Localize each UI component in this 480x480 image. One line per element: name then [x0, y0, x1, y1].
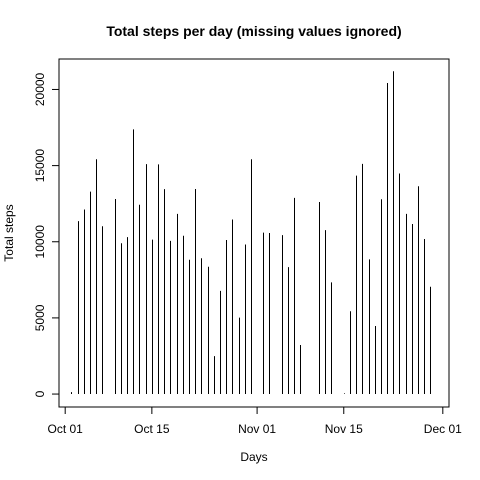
y-tick-label: 15000 — [33, 149, 47, 183]
x-axis-label: Days — [240, 450, 267, 464]
y-axis-label: Total steps — [2, 204, 16, 261]
x-tick-label: Dec 01 — [424, 422, 462, 436]
y-axis: 0 5000 10000 15000 20000 — [33, 72, 60, 397]
x-tick-label: Nov 15 — [325, 422, 363, 436]
chart-title: Total steps per day (missing values igno… — [106, 23, 401, 39]
x-tick-label: Oct 15 — [134, 422, 170, 436]
y-tick-label: 20000 — [33, 72, 47, 106]
x-tick-label: Oct 01 — [48, 422, 84, 436]
bars-group — [71, 71, 431, 395]
y-tick-label: 10000 — [33, 225, 47, 259]
x-axis: Oct 01 Oct 15 Nov 01 Nov 15 Dec 01 — [48, 406, 462, 436]
x-tick-label: Nov 01 — [238, 422, 276, 436]
y-tick-label: 5000 — [33, 304, 47, 331]
y-tick-label: 0 — [33, 390, 47, 397]
plot-frame — [58, 58, 450, 408]
